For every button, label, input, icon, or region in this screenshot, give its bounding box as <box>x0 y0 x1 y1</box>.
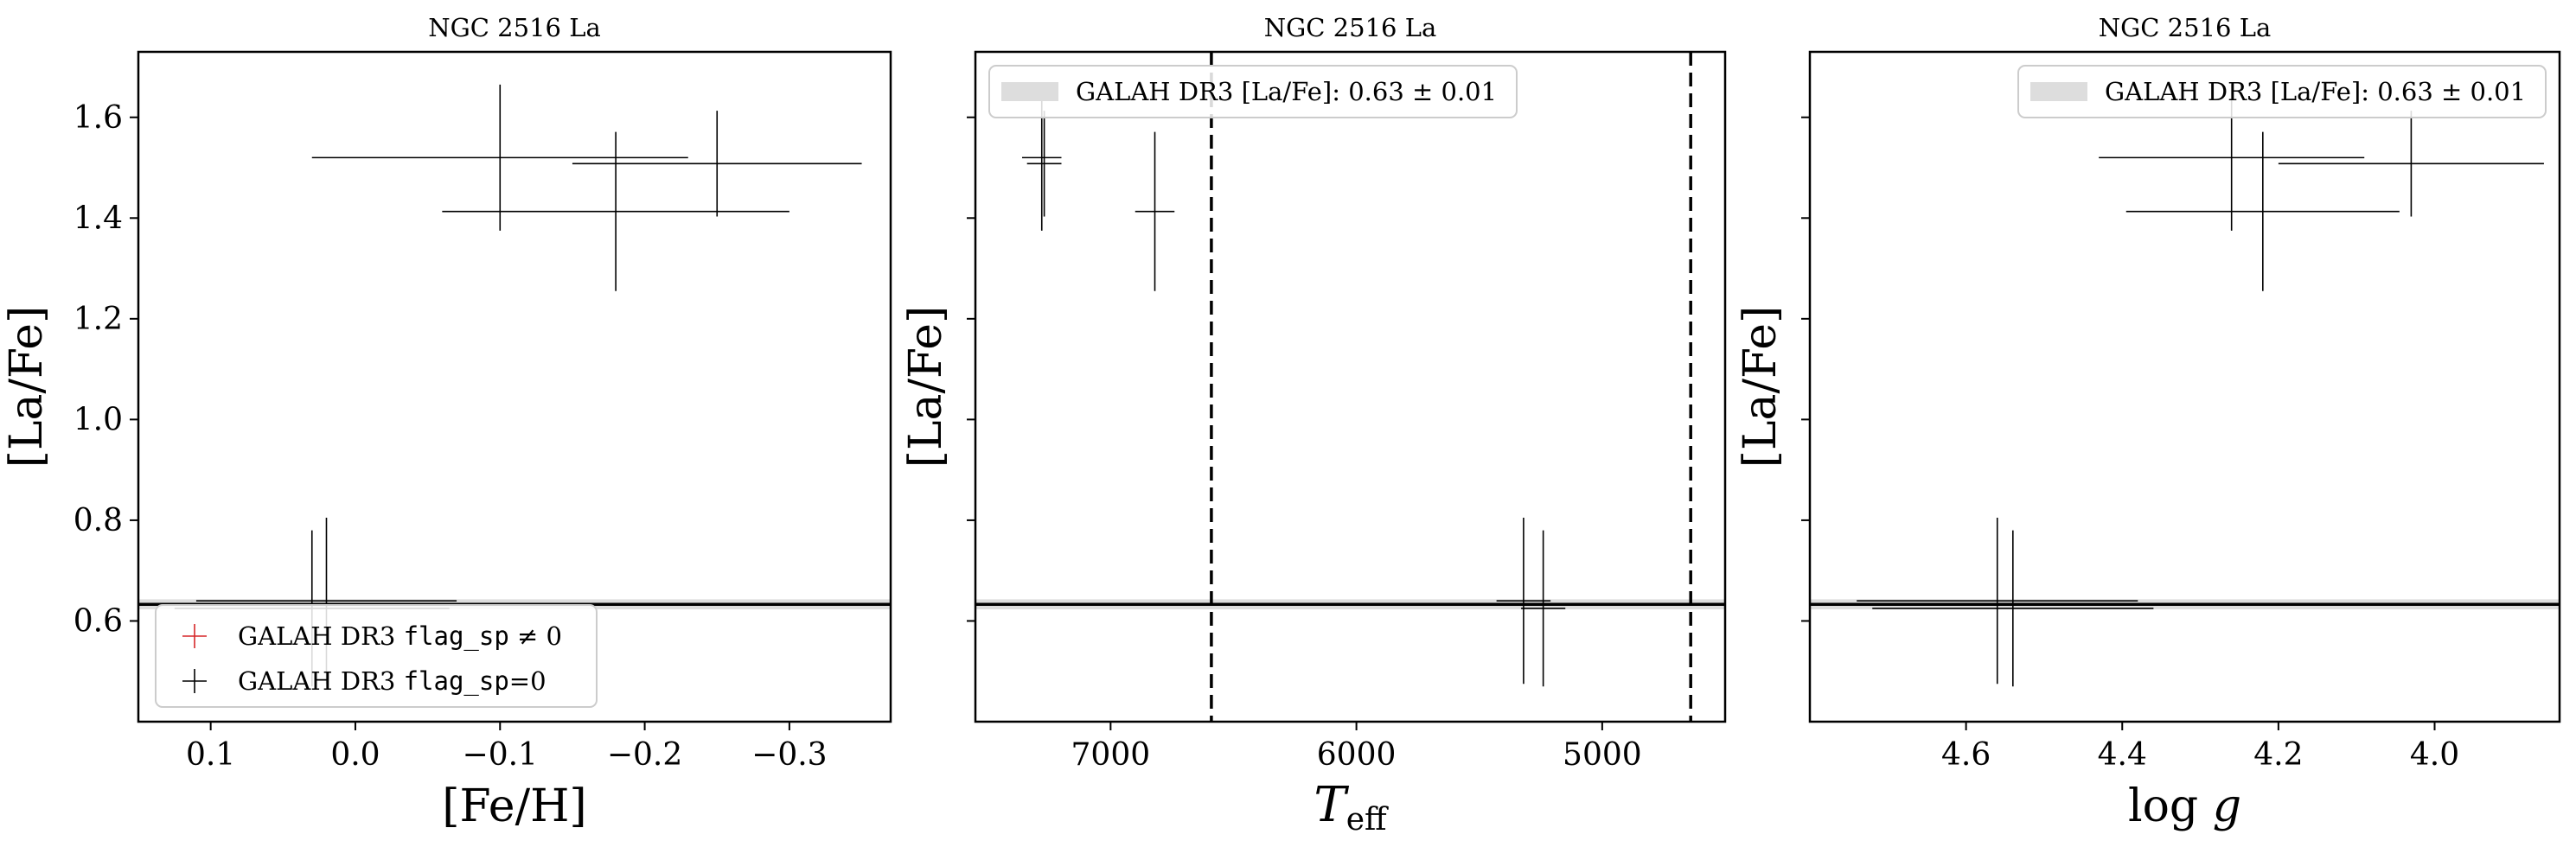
y-axis-label: [La/Fe] <box>900 306 952 468</box>
x-axis-label: [Fe/H] <box>442 780 586 832</box>
x-tick-label: 7000 <box>1071 737 1151 773</box>
y-tick-label: 1.2 <box>74 302 123 337</box>
x-axis-label: Teff <box>1314 777 1389 837</box>
data-point-5 <box>1521 530 1566 687</box>
legend-box <box>155 604 598 708</box>
y-axis-label: [La/Fe] <box>1 306 53 468</box>
chart-title: NGC 2516 La <box>428 13 601 42</box>
legend-marker <box>2030 82 2087 101</box>
legend-entry-label: GALAH DR3 [La/Fe]: 0.63 ± 0.01 <box>1076 77 1497 106</box>
data-point-1 <box>1857 518 2138 685</box>
x-axis-label: log g <box>2128 780 2241 832</box>
legend: GALAH DR3 [La/Fe]: 0.63 ± 0.01 <box>2017 65 2547 118</box>
x-label-main: T <box>1314 777 1349 833</box>
x-tick-label: 5000 <box>1563 737 1642 773</box>
x-tick-label: 4.6 <box>1941 737 1991 773</box>
data-point-2 <box>1872 530 2154 687</box>
x-tick-label: −0.1 <box>463 737 538 773</box>
x-tick-label: 0.1 <box>186 737 235 773</box>
y-tick-label: 1.6 <box>74 100 123 136</box>
axes-frame <box>1808 50 2561 723</box>
data-point-3 <box>1135 131 1175 291</box>
data-point-5 <box>2278 111 2544 217</box>
data-point-5 <box>572 111 862 217</box>
axes-frame <box>974 50 1727 723</box>
legend-marker <box>182 669 207 693</box>
legend: GALAH DR3 [La/Fe]: 0.63 ± 0.01 <box>988 65 1518 118</box>
legend-entry-label: GALAH DR3 [La/Fe]: 0.63 ± 0.01 <box>2105 77 2526 106</box>
x-tick-label: 0.0 <box>330 737 380 773</box>
x-tick-label: 4.4 <box>2098 737 2147 773</box>
chart-panel-3: 4.6 4.4 4.2 4.0 NGC 2516 La log g [La/Fe] GALAH… <box>1735 13 2561 832</box>
y-tick-label: 1.4 <box>74 201 123 236</box>
plot-area <box>138 84 891 687</box>
legend-box <box>988 65 1518 118</box>
plot-area <box>975 52 1725 722</box>
data-point-4 <box>1496 518 1551 685</box>
legend-entry-label: GALAH DR3 flag_sp=0 <box>238 666 547 697</box>
chart-panel-2: 7000 6000 5000 NGC 2516 La Teff [La/Fe] GALAH … <box>900 13 1727 837</box>
axes-frame <box>137 50 892 723</box>
x-tick-label: −0.2 <box>607 737 682 773</box>
y-tick-label: 0.8 <box>74 503 123 538</box>
legend-marker <box>182 624 207 648</box>
y-tick-label: 0.6 <box>74 603 123 639</box>
x-label-variable: g <box>2213 780 2241 832</box>
legend-marker <box>1001 82 1058 101</box>
data-point-4 <box>442 131 789 291</box>
y-axis-label: [La/Fe] <box>1735 306 1787 468</box>
x-tick-label: −0.3 <box>751 737 827 773</box>
data-point-3 <box>311 84 688 231</box>
chart-title: NGC 2516 La <box>1264 13 1437 42</box>
x-tick-label: 6000 <box>1317 737 1397 773</box>
x-tick-label: 4.0 <box>2410 737 2459 773</box>
data-point-2 <box>1026 111 1062 217</box>
legend: GALAH DR3 flag_sp ≠ 0 GALAH DR3 flag_sp=0 <box>155 604 598 708</box>
data-point-4 <box>2125 131 2400 291</box>
x-label-subscript: eff <box>1346 802 1389 837</box>
legend-entry-label: GALAH DR3 flag_sp ≠ 0 <box>238 621 562 652</box>
y-tick-label: 1.0 <box>74 402 123 437</box>
plot-area <box>1810 84 2560 687</box>
x-label-main: log <box>2128 780 2213 832</box>
legend-box <box>2017 65 2547 118</box>
chart-panel-1: 0.1 0.0 −0.1 −0.2 −0.3 0.6 0.8 1.0 1.2 1.4 1.6 NGC … <box>1 13 892 832</box>
x-tick-label: 4.2 <box>2253 737 2303 773</box>
chart-title: NGC 2516 La <box>2099 13 2272 42</box>
